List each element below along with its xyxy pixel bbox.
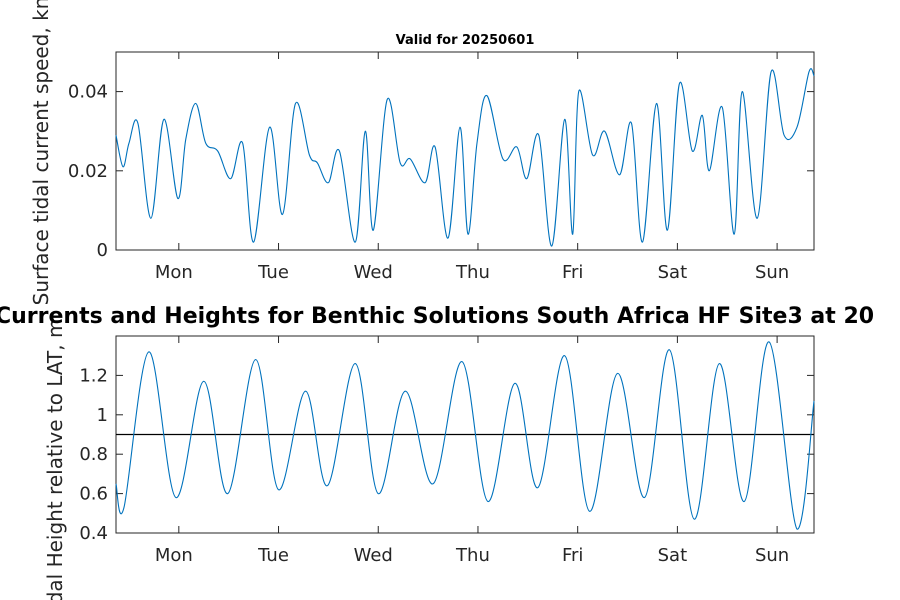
height-y-axis-label: Tidal Height relative to LAT, m: [43, 319, 67, 600]
height-y-tick-label: 0.4: [79, 523, 108, 544]
tidal-height-chart: 0.4 0.6 0.8 1 1.2 Mon Tue Wed Thu Fri Sat Sun Tida…: [43, 319, 815, 600]
current-y-tick-label: 0.04: [68, 82, 108, 103]
figure-main-title: Currents and Heights for Benthic Solutio…: [0, 304, 874, 329]
height-y-tick-labels: 0.4 0.6 0.8 1 1.2: [79, 365, 108, 544]
current-speed-chart: Valid for 20250601 0 0.02 0.04 Mon Tue Wed Th…: [29, 0, 815, 305]
height-y-tick-label: 0.8: [79, 444, 108, 465]
height-x-tick-label: Tue: [257, 545, 289, 566]
current-x-tick-label: Mon: [155, 262, 193, 283]
current-x-tick-label: Wed: [354, 262, 393, 283]
height-x-tick-label: Sat: [658, 545, 688, 566]
current-y-tick-label: 0: [97, 240, 108, 261]
current-x-tick-label: Fri: [562, 262, 583, 283]
height-y-tick-label: 0.6: [79, 484, 108, 505]
current-series-line: [115, 68, 815, 247]
height-y-tick-label: 1.2: [79, 365, 108, 386]
height-ticks: [116, 336, 814, 534]
current-x-tick-labels: Mon Tue Wed Thu Fri Sat Sun: [155, 262, 789, 283]
height-x-tick-label: Thu: [455, 545, 490, 566]
height-x-tick-label: Mon: [155, 545, 193, 566]
current-y-axis-label: Surface tidal current speed, kn: [29, 0, 53, 305]
current-ticks: [116, 52, 814, 251]
current-chart-title: Valid for 20250601: [396, 33, 535, 48]
current-y-tick-label: 0.02: [68, 161, 108, 182]
current-axes-frame: [115, 51, 815, 251]
height-plot: [115, 341, 815, 530]
current-x-tick-label: Sat: [658, 262, 688, 283]
height-x-tick-label: Sun: [755, 545, 789, 566]
current-x-tick-label: Sun: [755, 262, 789, 283]
current-x-tick-label: Tue: [257, 262, 289, 283]
current-plot: [115, 68, 815, 247]
height-x-tick-labels: Mon Tue Wed Thu Fri Sat Sun: [155, 545, 789, 566]
height-x-tick-label: Wed: [354, 545, 393, 566]
height-series-line: [115, 341, 815, 530]
current-x-tick-label: Thu: [455, 262, 490, 283]
height-x-tick-label: Fri: [562, 545, 583, 566]
height-y-tick-label: 1: [97, 405, 108, 426]
current-y-tick-labels: 0 0.02 0.04: [68, 82, 108, 261]
